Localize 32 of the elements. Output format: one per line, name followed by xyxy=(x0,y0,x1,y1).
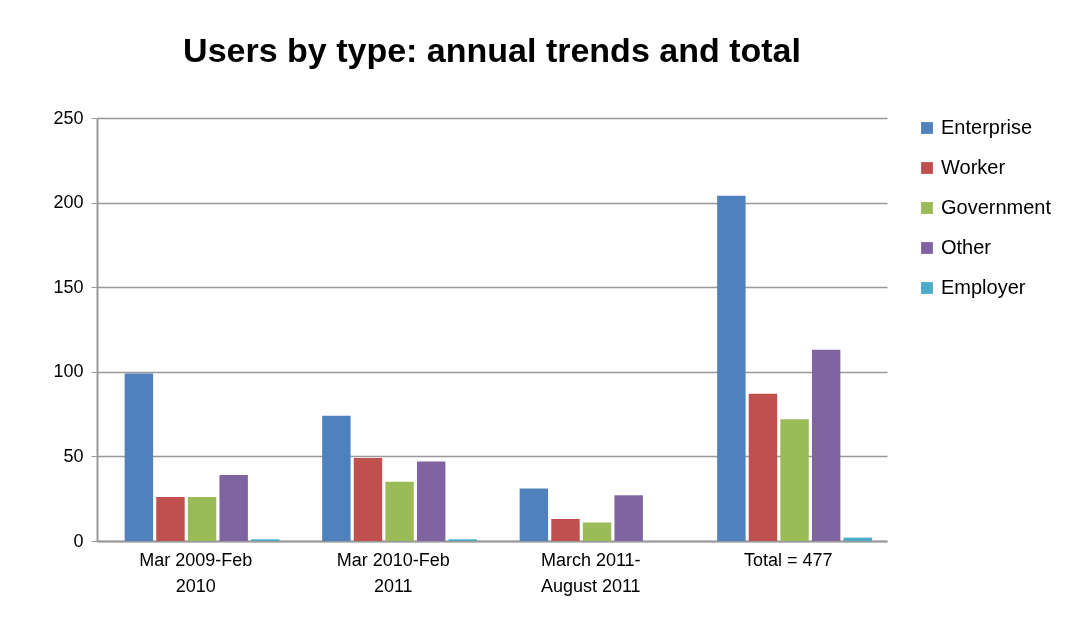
x-tick-label: Total = 477 xyxy=(743,549,833,570)
x-tick-label: Mar 2009-Feb 2010 xyxy=(139,549,253,596)
legend-label: Other xyxy=(941,236,992,258)
bar xyxy=(811,349,841,541)
bar xyxy=(416,461,446,541)
y-tick-label: 200 xyxy=(53,192,84,213)
y-tick-label: 250 xyxy=(53,107,84,128)
chart-title: Users by type: annual trends and total xyxy=(183,31,801,69)
bar xyxy=(353,458,383,541)
y-tick-label: 50 xyxy=(63,445,84,466)
y-tick-label: 100 xyxy=(53,361,84,382)
bar xyxy=(124,373,154,541)
bar xyxy=(322,415,351,541)
bar xyxy=(156,497,185,541)
bar xyxy=(748,393,778,541)
bar xyxy=(219,475,248,541)
bar xyxy=(551,519,580,541)
bar xyxy=(385,481,414,541)
bar xyxy=(614,495,643,541)
legend-label: Worker xyxy=(941,156,1006,178)
legend-label: Government xyxy=(941,196,1052,218)
legend-label: Enterprise xyxy=(941,116,1033,138)
bar xyxy=(187,497,217,541)
x-tick-label: Mar 2010-Feb 2011 xyxy=(336,549,450,596)
bar xyxy=(582,522,612,541)
bar xyxy=(717,195,746,541)
bar xyxy=(519,488,549,541)
y-tick-label: 0 xyxy=(73,530,84,551)
x-tick-label: March 2011- August 2011 xyxy=(540,549,641,596)
bar xyxy=(780,419,809,541)
y-tick-label: 150 xyxy=(53,276,84,297)
legend-label: Employer xyxy=(941,276,1026,298)
